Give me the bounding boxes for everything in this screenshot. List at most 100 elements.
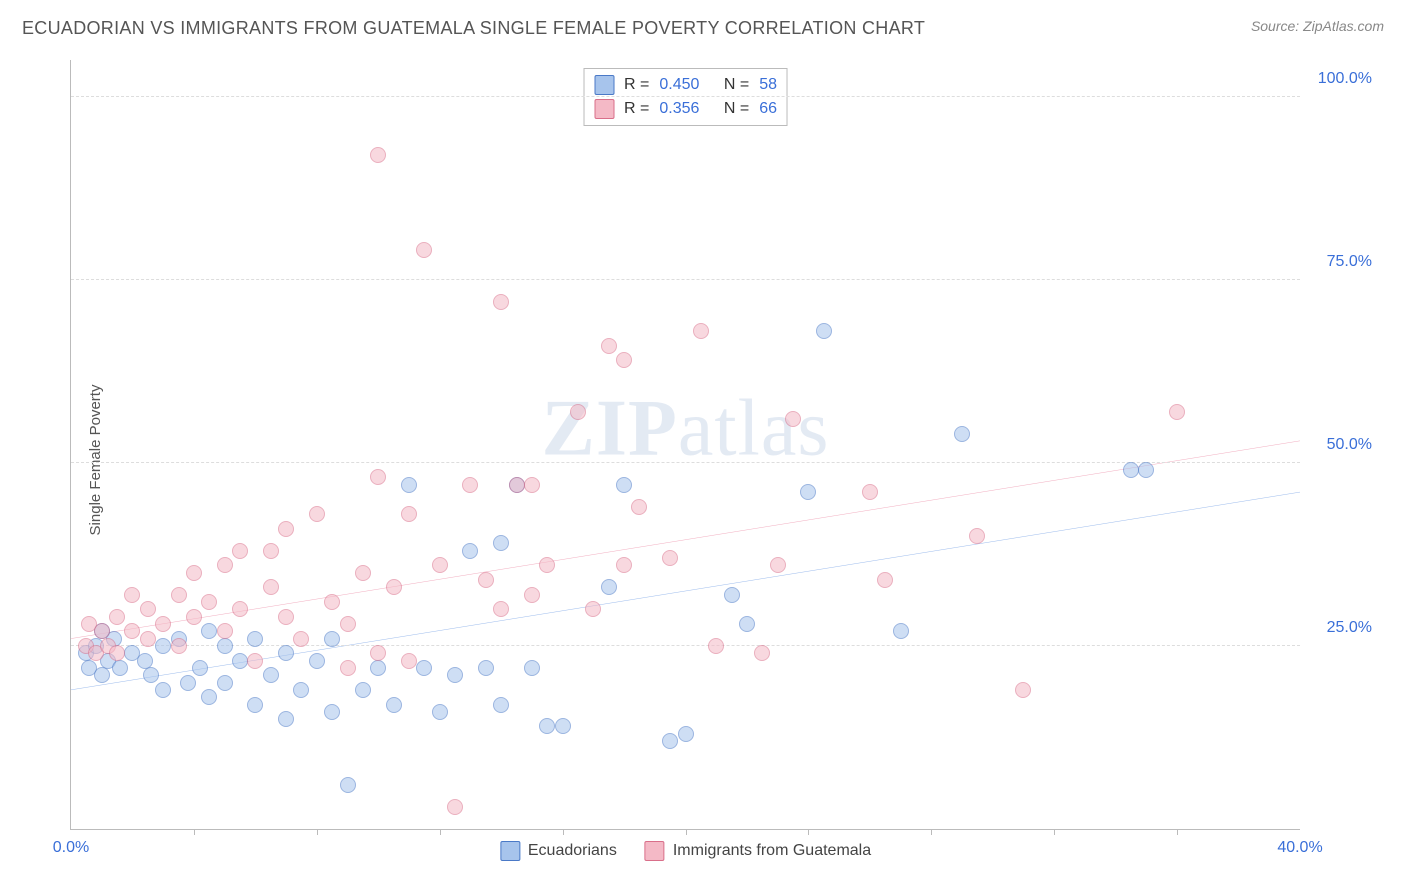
chart-container: Single Female Poverty ZIPatlas R = 0.450…	[30, 50, 1380, 870]
scatter-point	[401, 477, 417, 493]
scatter-point	[708, 638, 724, 654]
scatter-point	[462, 543, 478, 559]
scatter-point	[509, 477, 525, 493]
scatter-point	[293, 631, 309, 647]
scatter-point	[662, 550, 678, 566]
scatter-point	[109, 609, 125, 625]
scatter-point	[616, 557, 632, 573]
scatter-point	[524, 587, 540, 603]
scatter-point	[862, 484, 878, 500]
scatter-point	[678, 726, 694, 742]
scatter-point	[263, 579, 279, 595]
scatter-point	[478, 660, 494, 676]
scatter-point	[570, 404, 586, 420]
legend-swatch-2	[645, 841, 665, 861]
scatter-point	[1123, 462, 1139, 478]
x-minor-tick	[440, 829, 441, 835]
scatter-point	[370, 645, 386, 661]
scatter-point	[140, 631, 156, 647]
y-tick-label: 75.0%	[1327, 253, 1372, 271]
corr-r-label-2: R =	[624, 100, 649, 118]
scatter-point	[401, 506, 417, 522]
scatter-point	[370, 660, 386, 676]
legend-swatch-1	[500, 841, 520, 861]
scatter-point	[401, 653, 417, 669]
scatter-point	[785, 411, 801, 427]
scatter-point	[217, 675, 233, 691]
scatter-point	[293, 682, 309, 698]
scatter-point	[355, 682, 371, 698]
scatter-point	[585, 601, 601, 617]
x-minor-tick	[1054, 829, 1055, 835]
x-minor-tick	[563, 829, 564, 835]
scatter-point	[180, 675, 196, 691]
y-tick-label: 25.0%	[1327, 619, 1372, 637]
corr-n-label-2: N =	[724, 100, 749, 118]
scatter-point	[739, 616, 755, 632]
scatter-point	[112, 660, 128, 676]
scatter-point	[278, 521, 294, 537]
scatter-point	[232, 543, 248, 559]
corr-row-series-1: R = 0.450 N = 58	[594, 73, 777, 97]
scatter-point	[493, 294, 509, 310]
scatter-point	[143, 667, 159, 683]
scatter-point	[278, 711, 294, 727]
scatter-point	[171, 587, 187, 603]
x-minor-tick	[317, 829, 318, 835]
scatter-point	[493, 601, 509, 617]
scatter-point	[124, 587, 140, 603]
x-minor-tick	[686, 829, 687, 835]
gridline-horizontal	[71, 96, 1300, 97]
scatter-point	[754, 645, 770, 661]
scatter-point	[217, 623, 233, 639]
gridline-horizontal	[71, 279, 1300, 280]
scatter-point	[1138, 462, 1154, 478]
y-tick-label: 50.0%	[1327, 436, 1372, 454]
scatter-point	[524, 477, 540, 493]
scatter-point	[631, 499, 647, 515]
scatter-point	[524, 660, 540, 676]
scatter-point	[447, 799, 463, 815]
legend-label-1: Ecuadorians	[528, 842, 617, 860]
scatter-point	[124, 623, 140, 639]
scatter-point	[416, 660, 432, 676]
series-legend: Ecuadorians Immigrants from Guatemala	[500, 841, 871, 861]
swatch-series-1	[594, 75, 614, 95]
scatter-point	[232, 601, 248, 617]
scatter-point	[309, 653, 325, 669]
scatter-point	[386, 579, 402, 595]
scatter-point	[340, 660, 356, 676]
corr-n-label-1: N =	[724, 76, 749, 94]
scatter-point	[247, 653, 263, 669]
corr-n-value-2: 66	[759, 100, 777, 118]
chart-source: Source: ZipAtlas.com	[1251, 18, 1384, 34]
scatter-point	[109, 645, 125, 661]
scatter-point	[800, 484, 816, 500]
scatter-point	[539, 718, 555, 734]
legend-item-2: Immigrants from Guatemala	[645, 841, 871, 861]
scatter-point	[340, 616, 356, 632]
scatter-point	[478, 572, 494, 588]
scatter-point	[370, 147, 386, 163]
scatter-point	[1169, 404, 1185, 420]
watermark-bold: ZIP	[542, 385, 678, 473]
scatter-point	[324, 704, 340, 720]
plot-area: ZIPatlas R = 0.450 N = 58 R = 0.356 N = …	[70, 60, 1300, 830]
scatter-point	[324, 631, 340, 647]
chart-header: ECUADORIAN VS IMMIGRANTS FROM GUATEMALA …	[0, 0, 1406, 47]
scatter-point	[724, 587, 740, 603]
scatter-point	[217, 557, 233, 573]
corr-r-value-2: 0.356	[659, 100, 699, 118]
scatter-point	[263, 543, 279, 559]
scatter-point	[232, 653, 248, 669]
scatter-point	[462, 477, 478, 493]
scatter-point	[278, 609, 294, 625]
scatter-point	[140, 601, 156, 617]
scatter-point	[969, 528, 985, 544]
scatter-point	[893, 623, 909, 639]
scatter-point	[662, 733, 678, 749]
scatter-point	[217, 638, 233, 654]
scatter-point	[171, 638, 187, 654]
scatter-point	[155, 638, 171, 654]
x-minor-tick	[931, 829, 932, 835]
